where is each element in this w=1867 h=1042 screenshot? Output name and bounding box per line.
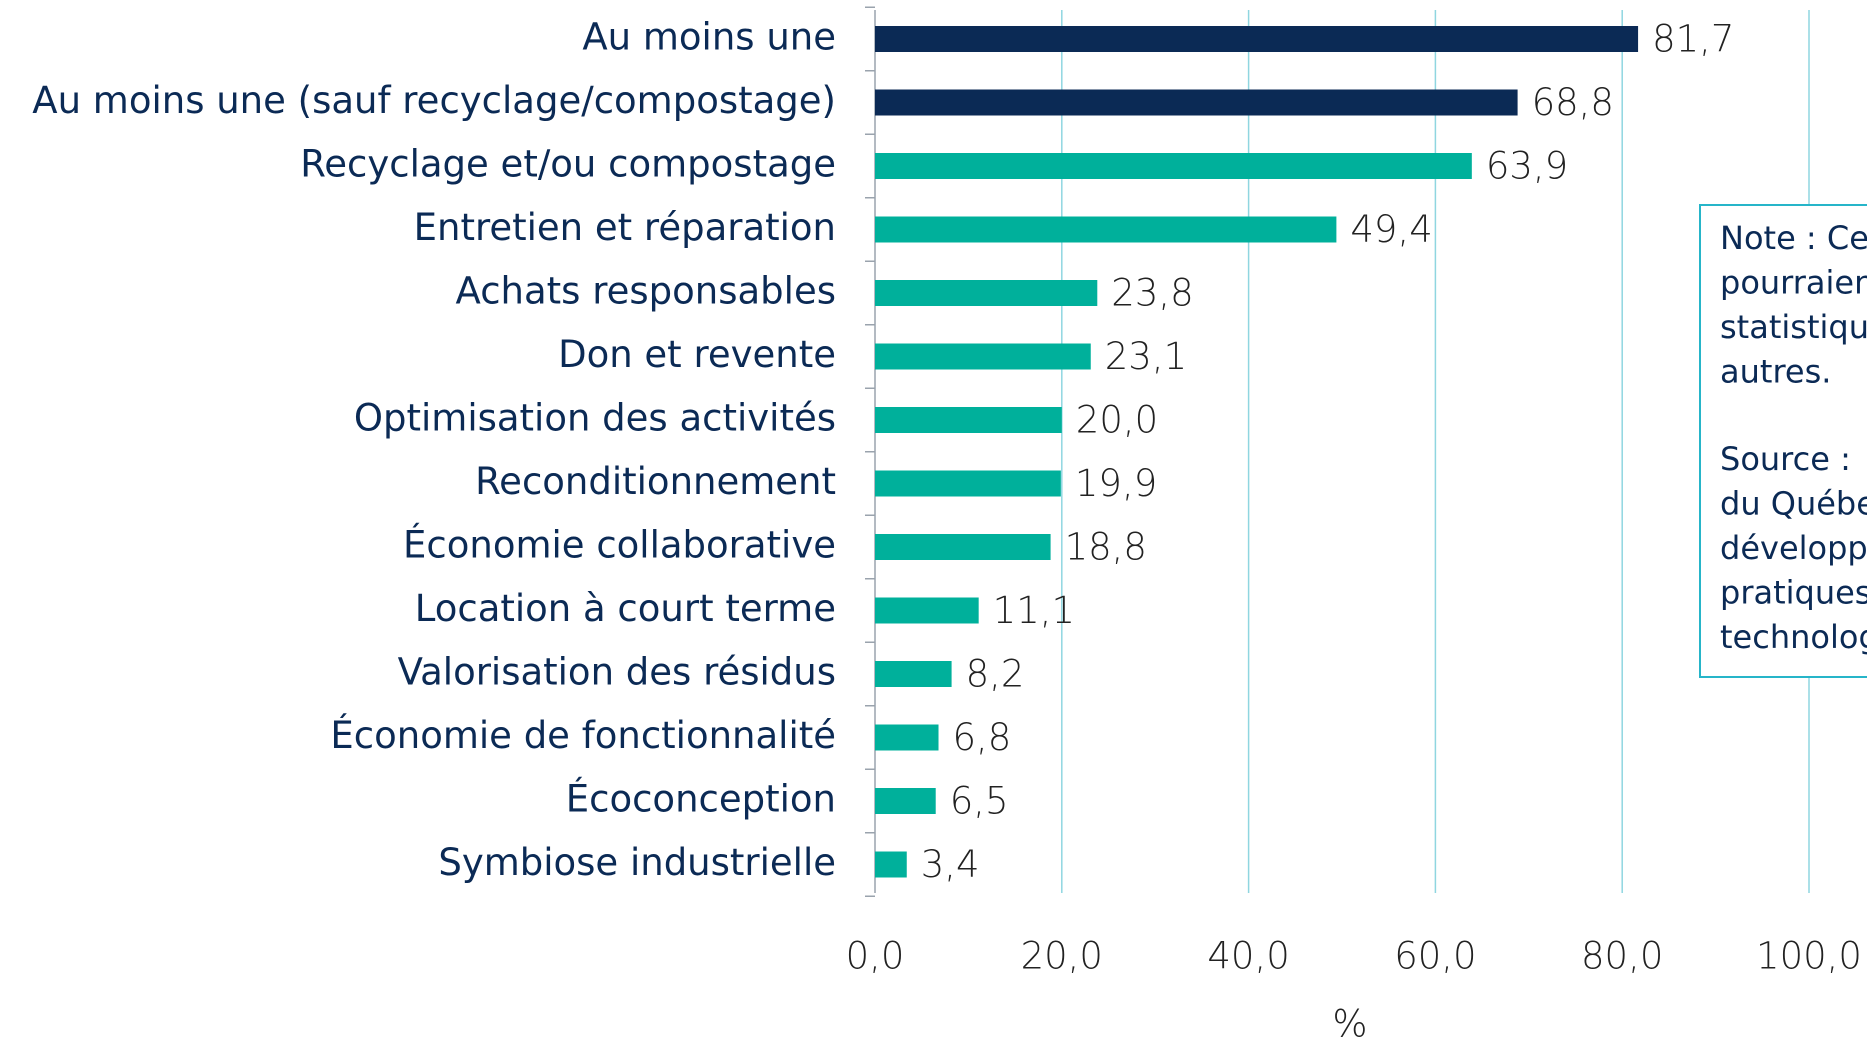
source-line: du Québe (1720, 485, 1867, 523)
x-tick-label: 0,0 (846, 935, 905, 978)
source-line: technolog (1720, 618, 1867, 656)
note-line: autres. (1720, 353, 1831, 391)
source-line: Source : (1720, 440, 1851, 478)
bar (875, 470, 1061, 497)
value-label: 81,7 (1652, 18, 1734, 61)
category-label: Optimisation des activités (354, 397, 836, 440)
category-label: Écoconception (566, 777, 836, 821)
bar (875, 724, 939, 751)
bar (875, 280, 1098, 306)
bar (875, 26, 1639, 52)
category-label: Achats responsables (456, 270, 836, 313)
bar (875, 216, 1337, 243)
value-label: 19,9 (1075, 462, 1157, 505)
bar (875, 89, 1518, 116)
x-tick-label: 60,0 (1394, 935, 1476, 978)
category-label: Économie de fonctionnalité (330, 713, 836, 757)
value-label: 8,2 (966, 653, 1025, 696)
category-label: Économie collaborative (403, 523, 836, 567)
bar (875, 788, 936, 814)
source-line: développ (1720, 529, 1867, 567)
category-label: Entretien et réparation (414, 206, 836, 249)
category-label: Recyclage et/ou compostage (300, 143, 836, 186)
bar (875, 534, 1051, 560)
value-label: 20,0 (1076, 399, 1158, 442)
category-label: Valorisation des résidus (398, 651, 836, 694)
category-label: Symbiose industrielle (438, 841, 836, 884)
value-label: 23,8 (1111, 272, 1193, 315)
bar (875, 153, 1472, 179)
value-label: 3,4 (921, 843, 980, 886)
note-line: Note : Ce (1720, 219, 1867, 257)
x-tick-label: 40,0 (1207, 935, 1289, 978)
category-label: Reconditionnement (475, 460, 836, 503)
note-line: pourraien (1720, 264, 1867, 302)
bar (875, 661, 952, 687)
bar (875, 343, 1091, 370)
value-label: 11,1 (993, 589, 1075, 632)
value-label: 49,4 (1350, 208, 1432, 251)
category-label: Location à court terme (415, 587, 836, 630)
category-label: Don et revente (558, 333, 836, 376)
value-label: 63,9 (1486, 145, 1568, 188)
x-axis-label: % (1332, 1003, 1367, 1042)
bar (875, 597, 979, 624)
source-line: pratiques (1720, 574, 1867, 612)
value-label: 23,1 (1105, 335, 1187, 378)
x-tick-label: 100,0 (1756, 935, 1862, 978)
value-label: 18,8 (1065, 526, 1147, 569)
x-tick-label: 80,0 (1581, 935, 1663, 978)
value-label: 68,8 (1532, 81, 1614, 124)
bar (875, 407, 1062, 433)
value-label: 6,8 (953, 716, 1012, 759)
category-label: Au moins une (sauf recyclage/compostage) (32, 79, 836, 122)
x-tick-label: 20,0 (1021, 935, 1103, 978)
category-label: Au moins une (582, 16, 836, 59)
value-label: 6,5 (950, 780, 1009, 823)
bar (875, 851, 907, 878)
note-line: statistiqu (1720, 308, 1867, 346)
note-box (1699, 204, 1867, 678)
